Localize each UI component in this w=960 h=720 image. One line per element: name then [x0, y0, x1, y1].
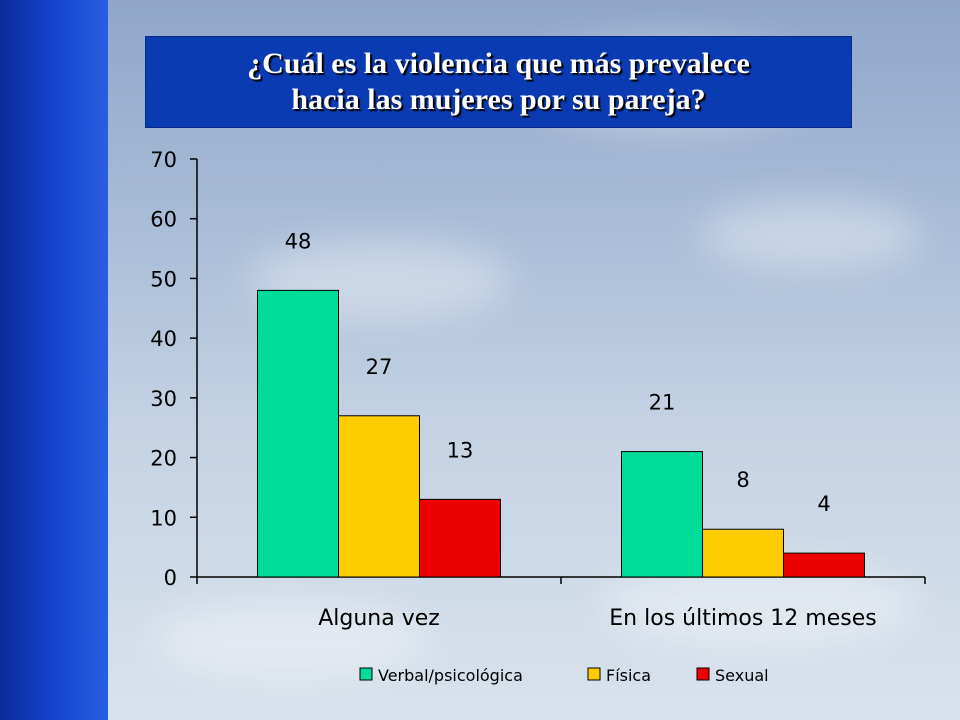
y-tick-label: 30	[150, 387, 177, 411]
x-category-label: Alguna vez	[318, 606, 440, 631]
chart-title: ¿Cuál es la violencia que más prevalece …	[247, 46, 750, 118]
legend-swatch	[359, 667, 373, 681]
y-tick-label: 20	[150, 447, 177, 471]
legend-swatch	[587, 667, 601, 681]
bar	[338, 415, 420, 578]
legend-swatch	[696, 667, 710, 681]
bar	[783, 552, 865, 578]
title-line-1: ¿Cuál es la violencia que más prevalece	[247, 47, 750, 80]
bar	[257, 289, 339, 578]
y-tick-label: 10	[150, 506, 177, 530]
data-label: 13	[447, 438, 474, 462]
legend-label: Verbal/psicológica	[378, 666, 523, 685]
y-tick-label: 50	[150, 267, 177, 291]
y-tick-label: 0	[164, 566, 177, 590]
data-label: 21	[649, 391, 676, 415]
bar	[419, 498, 501, 578]
y-tick-label: 40	[150, 327, 177, 351]
data-label: 48	[285, 229, 312, 253]
bar	[621, 451, 703, 578]
y-tick-label: 70	[150, 148, 177, 172]
bar	[702, 528, 784, 578]
x-category-label: En los últimos 12 meses	[609, 606, 876, 631]
data-label: 4	[817, 492, 830, 516]
legend-label: Física	[606, 666, 651, 685]
title-banner: ¿Cuál es la violencia que más prevalece …	[145, 36, 852, 128]
y-tick-label: 60	[150, 208, 177, 232]
title-line-2: hacia las mujeres por su pareja?	[291, 83, 706, 116]
data-label: 8	[736, 468, 749, 492]
data-label: 27	[366, 355, 393, 379]
legend-label: Sexual	[715, 666, 769, 685]
left-accent-bar	[0, 0, 108, 720]
